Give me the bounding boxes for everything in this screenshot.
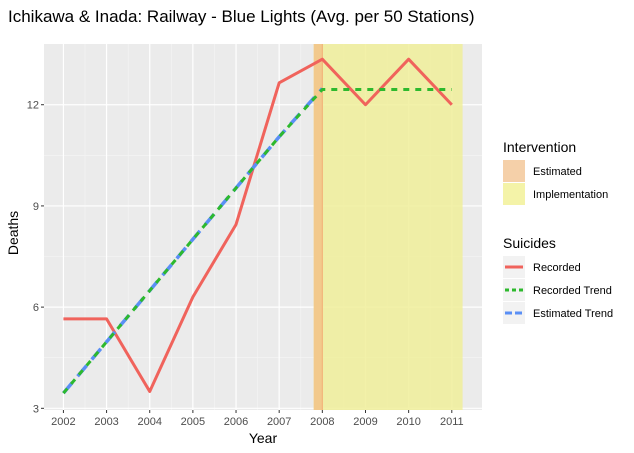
- legend-key: [503, 160, 525, 182]
- y-axis-title: Deaths: [5, 211, 21, 255]
- plot-area: 3 6 9 12 2002 2003 2004 2005 2006 2007 2008 2009 201…: [27, 44, 482, 428]
- x-tick-label: 2003: [94, 416, 118, 428]
- legend-label: Implementation: [533, 189, 608, 201]
- x-tick-label: 2008: [310, 416, 334, 428]
- x-tick-label: 2002: [51, 416, 75, 428]
- legend-title: Intervention: [503, 139, 576, 155]
- legend-key: [503, 302, 525, 324]
- x-tick-label: 2005: [181, 416, 205, 428]
- legend-key: [503, 183, 525, 205]
- x-tick-label: 2007: [267, 416, 291, 428]
- legend-title: Suicides: [503, 235, 556, 251]
- y-tick-label: 6: [33, 302, 39, 314]
- x-tick-label: 2011: [440, 416, 464, 428]
- region-estimated: [313, 44, 323, 410]
- legend-label: Estimated: [533, 166, 582, 178]
- series-line-estimated-trend: [62, 87, 324, 395]
- legend-label: Recorded: [533, 262, 581, 274]
- legend: Intervention Estimated Implementation Suici…: [503, 139, 613, 324]
- x-axis-title: Year: [249, 430, 278, 446]
- legend-label: Estimated Trend: [533, 308, 613, 320]
- x-tick-label: 2010: [396, 416, 420, 428]
- series-line-recorded: [63, 57, 453, 393]
- series-line-recorded-trend: [62, 88, 452, 395]
- y-tick-label: 12: [27, 100, 39, 112]
- y-tick-label: 3: [33, 403, 39, 415]
- region-implementation: [313, 44, 463, 410]
- y-tick-label: 9: [33, 201, 39, 213]
- x-tick-label: 2009: [353, 416, 377, 428]
- chart-title: Ichikawa & Inada: Railway - Blue Lights …: [8, 7, 474, 26]
- x-tick-label: 2006: [224, 416, 248, 428]
- x-tick-label: 2004: [137, 416, 161, 428]
- legend-label: Recorded Trend: [533, 285, 612, 297]
